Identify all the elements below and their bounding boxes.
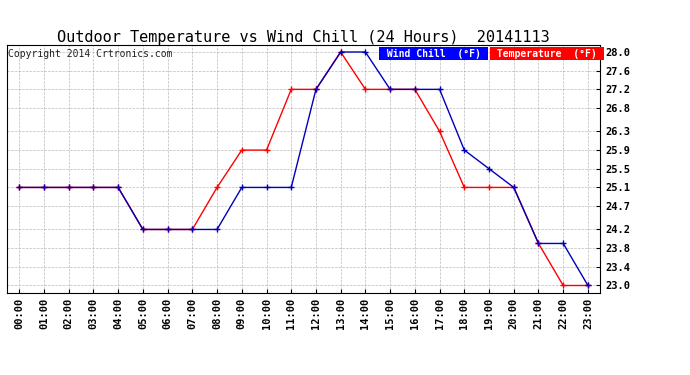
Text: Wind Chill  (°F): Wind Chill (°F) — [381, 49, 486, 59]
Text: Temperature  (°F): Temperature (°F) — [491, 49, 603, 59]
Title: Outdoor Temperature vs Wind Chill (24 Hours)  20141113: Outdoor Temperature vs Wind Chill (24 Ho… — [57, 30, 550, 45]
Text: Copyright 2014 Crtronics.com: Copyright 2014 Crtronics.com — [8, 49, 172, 59]
